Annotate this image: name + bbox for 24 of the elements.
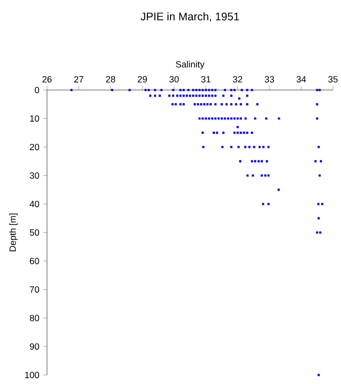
x-tick-label: 32: [233, 76, 242, 82]
y-tick-label: 50: [30, 229, 40, 236]
y-tick-label: 30: [30, 172, 40, 179]
x-tick-label: 31: [201, 76, 210, 82]
x-tick-label: 28: [106, 76, 116, 82]
y-tick-label: 80: [30, 314, 40, 322]
y-tick-label: 60: [30, 258, 40, 264]
y-tick-label: 100: [25, 372, 40, 378]
y-tick-label: 0: [34, 86, 40, 94]
y-tick-label: 20: [30, 144, 40, 150]
chart-title: JPIE in March, 1951: [140, 12, 239, 22]
x-tick-label: 26: [42, 76, 52, 82]
y-tick-label: 70: [30, 286, 40, 293]
x-tick-label: 30: [169, 76, 179, 82]
x-tick-label: 33: [264, 76, 274, 82]
y-tick-label: 90: [30, 343, 40, 350]
x-tick-label: 29: [138, 76, 147, 82]
x-tick-label: 35: [328, 76, 338, 82]
y-tick-label: 10: [30, 115, 40, 122]
y-tick-label: 40: [30, 200, 40, 208]
x-tick-label: 34: [296, 76, 306, 82]
y-axis-title: Depth [m]: [9, 214, 18, 252]
x-tick-label: 27: [74, 76, 84, 82]
x-axis-title: Salinity: [176, 60, 204, 70]
